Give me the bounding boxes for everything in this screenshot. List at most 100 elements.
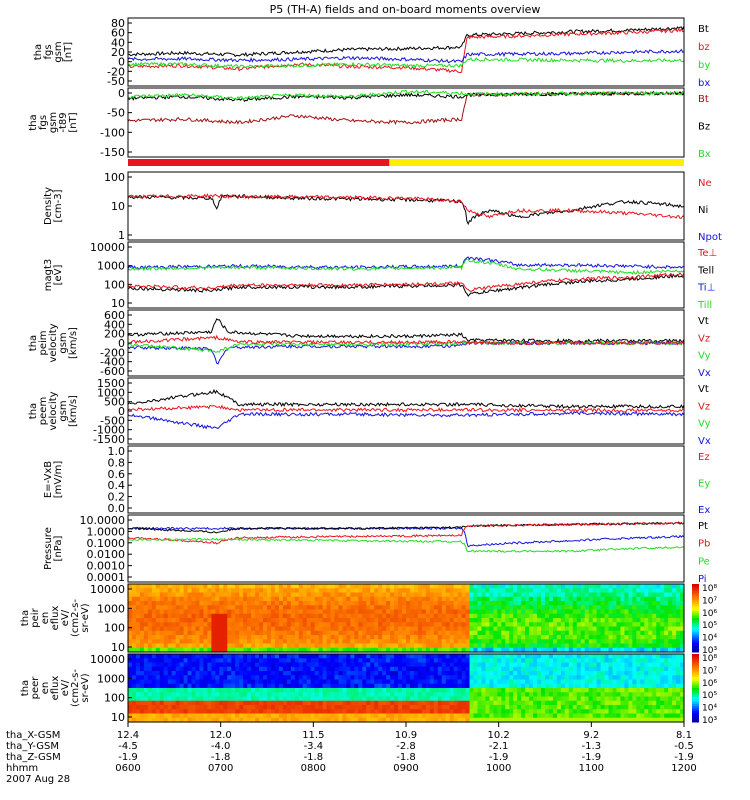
spectrogram-cell — [135, 609, 141, 615]
spectrogram-cell — [286, 622, 292, 628]
spectrogram-cell — [465, 605, 471, 611]
spectrogram-cell — [247, 679, 252, 685]
spectrogram-cell — [652, 688, 657, 693]
spectrogram-cell — [517, 639, 522, 645]
spectrogram-cell — [537, 605, 542, 611]
spectrogram-cell — [247, 688, 252, 693]
spectrogram-cell — [207, 596, 212, 602]
spectrogram-cell — [143, 688, 149, 693]
spectrogram-cell — [235, 635, 240, 640]
spectrogram-cell — [592, 601, 598, 606]
spectrogram-cell — [187, 613, 193, 619]
spectrogram-cell — [171, 717, 177, 723]
spectrogram-cell — [556, 679, 562, 685]
spectrogram-cell — [477, 654, 483, 659]
spectrogram-cell — [533, 692, 538, 698]
spectrogram-cell — [131, 609, 137, 615]
spectrogram-cell — [628, 613, 633, 619]
spectrogram-cell — [624, 675, 629, 681]
spectrogram-cell — [362, 643, 367, 649]
spectrogram-cell — [441, 671, 447, 676]
spectrogram-cell — [215, 630, 220, 636]
spectrogram-cell — [644, 635, 649, 640]
spectrogram-cell — [402, 688, 407, 693]
spectrogram-cell — [223, 688, 228, 693]
spectrogram-cell — [537, 688, 542, 693]
spectrogram-cell — [255, 671, 260, 676]
spectrogram-cell — [402, 700, 407, 706]
spectrogram-cell — [350, 658, 355, 664]
spectrogram-cell — [632, 622, 637, 628]
spectrogram-cell — [473, 618, 479, 623]
y-tick-label: 1000 — [97, 672, 125, 685]
spectrogram-cell — [533, 654, 538, 659]
spectrogram-cell — [521, 626, 526, 632]
spectrogram-cell — [624, 713, 629, 719]
spectrogram-cell — [552, 671, 558, 676]
spectrogram-cell — [533, 662, 538, 668]
spectrogram-cell — [545, 654, 550, 659]
spectrogram-cell — [604, 654, 610, 659]
spectrogram-cell — [215, 654, 220, 659]
spectrogram-cell — [298, 596, 304, 602]
spectrogram-cell — [175, 692, 181, 698]
spectrogram-cell — [497, 705, 502, 710]
spectrogram-cell — [489, 584, 494, 589]
spectrogram-cell — [171, 658, 177, 664]
spectrogram-cell — [155, 639, 161, 645]
spectrogram-cell — [278, 692, 284, 698]
spectrogram-cell — [199, 596, 205, 602]
spectrogram-cell — [537, 709, 542, 715]
spectrogram-cell — [640, 666, 645, 672]
spectrogram-cell — [525, 662, 530, 668]
spectrogram-cell — [433, 630, 439, 636]
spectrogram-cell — [664, 596, 669, 602]
spectrogram-cell — [548, 713, 554, 719]
spectrogram-cell — [652, 643, 657, 649]
spectrogram-cell — [330, 679, 336, 685]
spectrogram-cell — [286, 647, 292, 653]
spectrogram-cell — [322, 692, 328, 698]
spectrogram-cell — [548, 688, 554, 693]
spectrogram-cell — [302, 692, 308, 698]
spectrogram-cell — [326, 618, 332, 623]
spectrogram-cell — [417, 622, 423, 628]
spectrogram-cell — [469, 605, 475, 611]
spectrogram-cell — [398, 596, 403, 602]
spectrogram-cell — [525, 675, 530, 681]
spectrogram-cell — [342, 683, 348, 689]
spectrogram-cell — [421, 679, 427, 685]
spectrogram-cell — [334, 683, 340, 689]
legend-label: Vy — [698, 351, 711, 362]
spectrogram-cell — [398, 679, 403, 685]
colorbar-segment — [692, 669, 699, 673]
spectrogram-cell — [497, 588, 502, 594]
spectrogram-cell — [326, 654, 332, 659]
spectrogram-cell — [370, 605, 375, 611]
colorbar-segment — [692, 584, 699, 587]
spectrogram-cell — [151, 700, 157, 706]
spectrogram-cell — [668, 643, 673, 649]
spectrogram-cell — [235, 688, 240, 693]
spectrogram-cell — [588, 622, 594, 628]
spectrogram-cell — [580, 696, 586, 702]
spectrogram-cell — [274, 618, 280, 623]
spectrogram-cell — [195, 658, 201, 664]
spectrogram-cell — [358, 696, 363, 702]
spectrogram-cell — [167, 658, 173, 664]
spectrogram-cell — [433, 705, 439, 710]
spectrogram-cell — [628, 717, 633, 723]
spectrogram-cell — [322, 630, 328, 636]
spectrogram-cell — [668, 609, 673, 615]
spectrogram-cell — [564, 622, 570, 628]
spectrogram-cell — [584, 679, 590, 685]
spectrogram-cell — [513, 700, 518, 706]
spectrogram-cell — [628, 658, 633, 664]
spectrogram-cell — [318, 700, 324, 706]
spectrogram-cell — [151, 688, 157, 693]
spectrogram-cell — [608, 635, 614, 640]
spectrogram-cell — [588, 679, 594, 685]
spectrogram-cell — [660, 696, 665, 702]
spectrogram-cell — [556, 630, 562, 636]
spectrogram-cell — [636, 626, 641, 632]
